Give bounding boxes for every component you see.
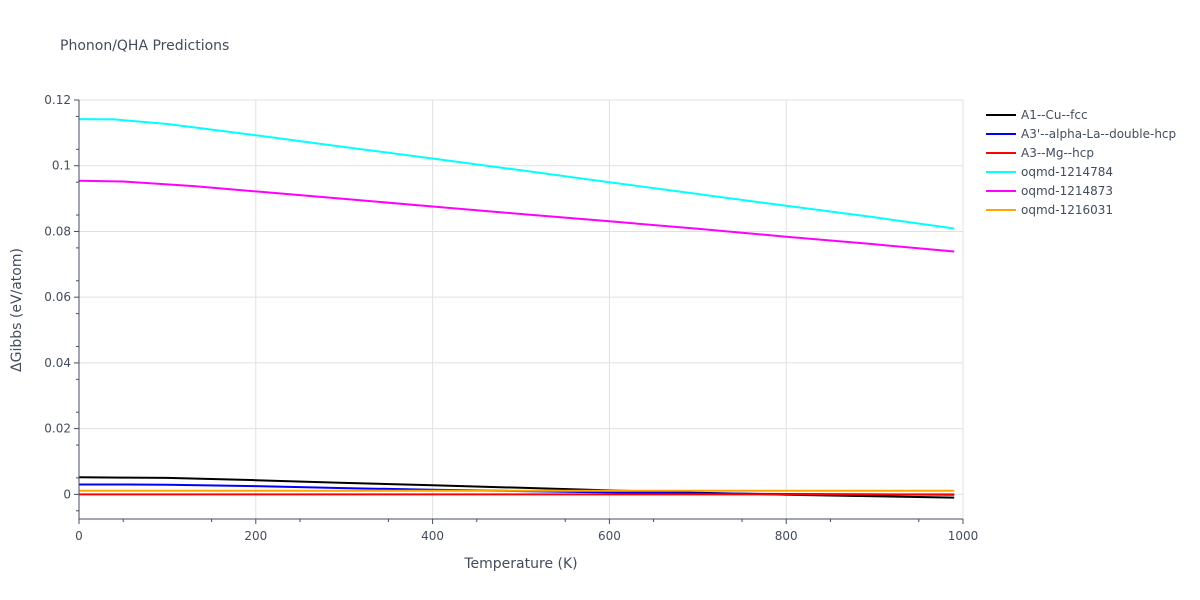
y-tick-label: 0.12 bbox=[44, 93, 71, 107]
chart-title: Phonon/QHA Predictions bbox=[60, 38, 229, 54]
x-tick-label: 200 bbox=[244, 529, 267, 543]
y-tick-label: 0.1 bbox=[52, 159, 71, 173]
legend-item-oqmd-1214873[interactable]: oqmd-1214873 bbox=[986, 184, 1113, 198]
y-tick-label: 0.06 bbox=[44, 290, 71, 304]
y-tick-label: 0 bbox=[63, 487, 71, 501]
y-tick-label: 0.08 bbox=[44, 224, 71, 238]
x-tick-label: 0 bbox=[75, 529, 83, 543]
legend-item-a1-cu-fcc[interactable]: A1--Cu--fcc bbox=[986, 108, 1088, 122]
y-tick-label: 0.04 bbox=[44, 356, 71, 370]
legend-label: A3--Mg--hcp bbox=[1021, 146, 1094, 160]
x-tick-label: 400 bbox=[421, 529, 444, 543]
legend[interactable]: A1--Cu--fcc A3'--alpha-La--double-hcp A3--… bbox=[986, 108, 1176, 217]
series-lines bbox=[78, 118, 955, 499]
x-axis-label: Temperature (K) bbox=[463, 556, 577, 572]
legend-label: oqmd-1214873 bbox=[1021, 184, 1113, 198]
legend-item-oqmd-1214784[interactable]: oqmd-1214784 bbox=[986, 165, 1113, 179]
x-tick-label: 600 bbox=[598, 529, 621, 543]
y-tick-label: 0.02 bbox=[44, 422, 71, 436]
x-tick-label: 1000 bbox=[948, 529, 979, 543]
legend-label: A3'--alpha-La--double-hcp bbox=[1021, 127, 1176, 141]
axis-ticks: 0 200 400 600 800 1000 0 0.02 0.04 0.06 0.08 0.1 0.1… bbox=[44, 93, 978, 543]
legend-label: oqmd-1216031 bbox=[1021, 203, 1113, 217]
legend-label: A1--Cu--fcc bbox=[1021, 108, 1088, 122]
legend-item-oqmd-1216031[interactable]: oqmd-1216031 bbox=[986, 203, 1113, 217]
legend-item-a3-alpha-la-double-hcp[interactable]: A3'--alpha-La--double-hcp bbox=[986, 127, 1176, 141]
series-line-oqmd-1214873 bbox=[78, 179, 955, 253]
y-axis-label: ΔGibbs (eV/atom) bbox=[9, 248, 25, 372]
legend-item-a3-mg-hcp[interactable]: A3--Mg--hcp bbox=[986, 146, 1094, 160]
legend-label: oqmd-1214784 bbox=[1021, 165, 1113, 179]
x-tick-label: 800 bbox=[775, 529, 798, 543]
series-line-oqmd-1214784 bbox=[78, 118, 955, 230]
